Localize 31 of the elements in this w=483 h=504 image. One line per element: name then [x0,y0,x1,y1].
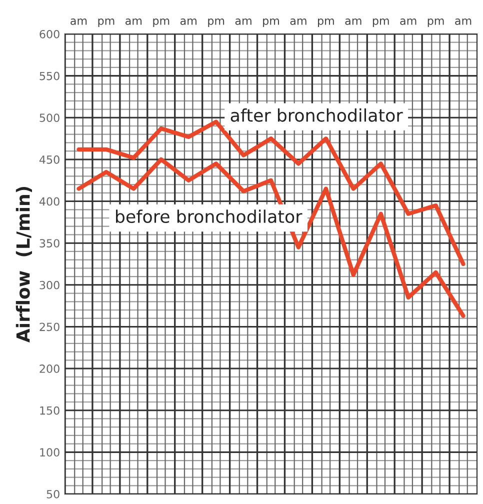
y-tick-label: 450 [39,155,60,164]
x-tick-label: pm [98,18,114,28]
x-tick-label: am [70,18,87,25]
x-tick-label: am [345,18,362,25]
x-tick-label: am [235,18,252,25]
x-tick-label: pm [153,18,170,28]
y-tick-label: 250 [40,322,60,332]
y-tick-label: 400 [39,197,60,206]
x-tick-label: am [126,18,142,25]
series-label: after bronchodilator [230,108,403,122]
x-tick-label: pm [263,18,279,28]
y-tick-label: 350 [40,239,60,248]
x-tick-label: pm [318,18,334,28]
x-tick-label: pm [208,18,224,28]
y-tick-label: 50 [46,490,60,498]
y-tick-label: 300 [40,280,60,290]
y-axis-title: Airflow (L/min) [16,186,32,343]
x-tick-label: pm [372,18,389,28]
x-tick-label: am [455,18,472,25]
series-label: before bronchodilator [116,210,302,224]
x-tick-label: am [180,18,196,25]
y-tick-label: 150 [40,406,60,415]
x-tick-label: am [400,18,416,25]
y-tick-label: 500 [40,114,60,122]
line-series [76,157,466,318]
y-tick-label: 200 [40,364,60,373]
x-tick-label: am [290,18,306,25]
y-tick-label: 550 [40,72,60,80]
y-tick-label: 600 [40,30,60,38]
x-tick-label: pm [428,18,444,28]
y-tick-label: 100 [40,448,60,457]
